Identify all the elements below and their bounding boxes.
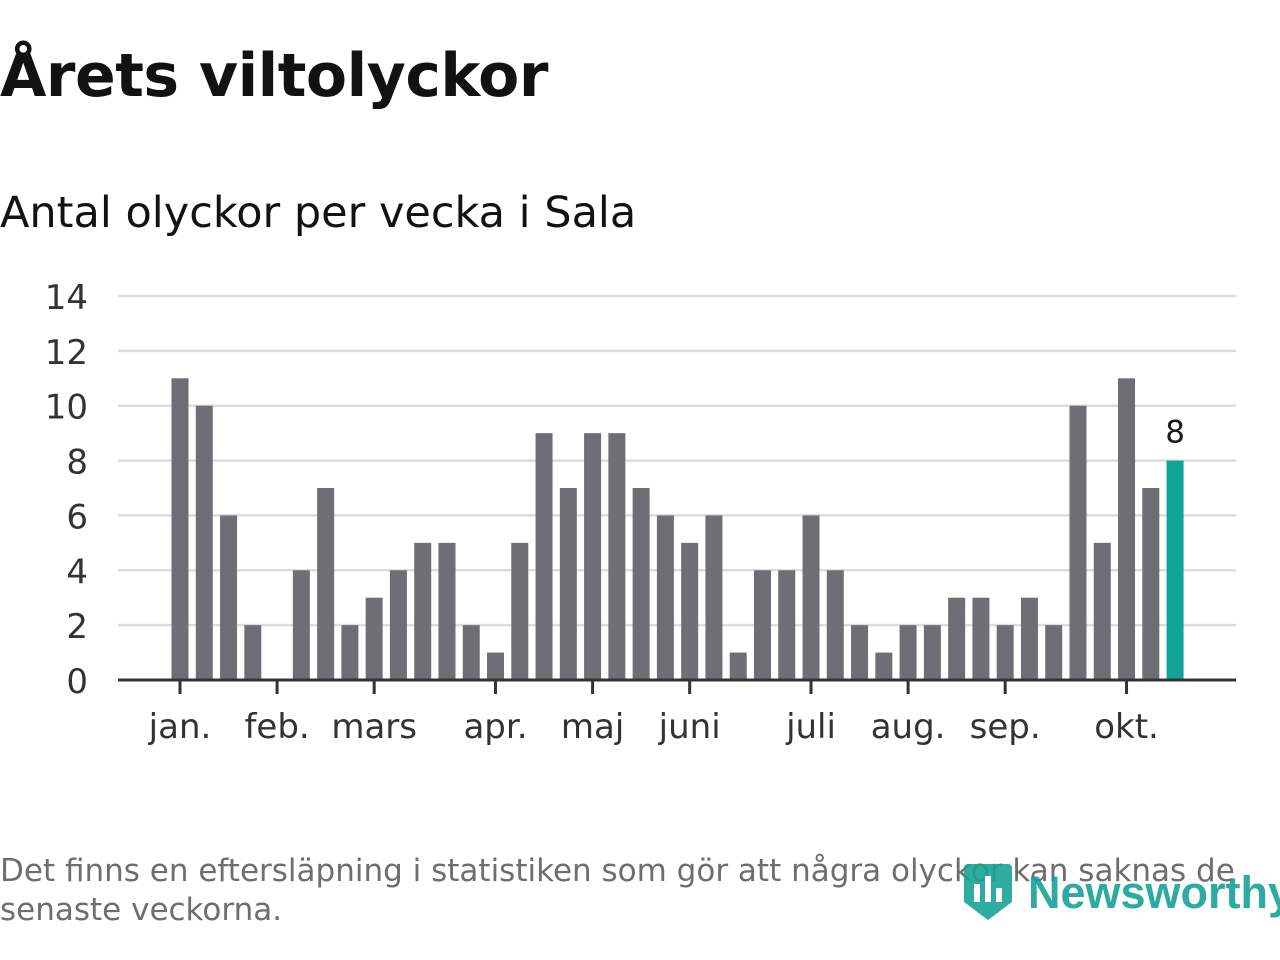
bar xyxy=(487,652,505,680)
brand-logo: Newsworthy xyxy=(962,858,1280,928)
bar xyxy=(1020,597,1038,680)
bar xyxy=(826,570,844,680)
bar xyxy=(899,625,917,680)
bar-chart-badge-icon xyxy=(962,858,1014,928)
bar xyxy=(875,652,893,680)
bar xyxy=(996,625,1014,680)
bar xyxy=(729,652,747,680)
x-tick-label: apr. xyxy=(463,707,527,747)
data-labels: 8 xyxy=(1165,415,1185,451)
chart-subtitle: Antal olyckor per vecka i Sala xyxy=(0,188,637,238)
y-tick-label: 10 xyxy=(45,388,88,428)
bar xyxy=(511,542,529,680)
chart-title: Årets viltolyckor xyxy=(0,41,549,111)
bar-chart: 0 2 4 6 8 10 12 14 jan. feb. mars apr. maj juni juli a… xyxy=(45,278,1236,747)
bar xyxy=(584,433,602,680)
bars xyxy=(118,378,1236,682)
bar xyxy=(171,378,189,680)
x-tick-label: maj xyxy=(561,707,624,747)
bar xyxy=(753,570,771,680)
bar xyxy=(438,542,456,680)
bar xyxy=(1093,542,1111,680)
bar xyxy=(1069,405,1087,680)
y-tick-label: 8 xyxy=(66,443,88,483)
bar xyxy=(317,488,335,680)
bar xyxy=(389,570,407,680)
bar xyxy=(414,542,432,680)
bar xyxy=(341,625,359,680)
bar xyxy=(365,597,383,680)
x-tick-label: jan. xyxy=(148,707,212,747)
y-tick-label: 0 xyxy=(66,662,88,702)
bar xyxy=(220,515,238,680)
bar xyxy=(778,570,796,680)
bar xyxy=(195,405,213,680)
x-tick-label: feb. xyxy=(244,707,309,747)
bar xyxy=(851,625,869,680)
bar xyxy=(244,625,262,680)
x-tick-label: okt. xyxy=(1094,707,1159,747)
y-tick-label: 12 xyxy=(45,333,88,373)
x-tick-label: aug. xyxy=(871,707,946,747)
x-tick-label: juni xyxy=(658,707,721,747)
bar xyxy=(802,515,820,680)
bar xyxy=(923,625,941,680)
bar xyxy=(462,625,480,680)
bar xyxy=(559,488,577,680)
bar xyxy=(656,515,674,680)
x-tick-label: juli xyxy=(785,707,836,747)
bar xyxy=(632,488,650,680)
y-tick-label: 4 xyxy=(66,552,88,592)
footnote: Det finns en eftersläpning i statistiken… xyxy=(0,853,1235,928)
x-tick-label: sep. xyxy=(970,707,1041,747)
y-axis-ticks: 0 2 4 6 8 10 12 14 xyxy=(45,278,88,702)
bar xyxy=(1142,488,1160,680)
bar xyxy=(1045,625,1063,680)
y-tick-label: 2 xyxy=(66,607,88,647)
bar xyxy=(972,597,990,680)
bar xyxy=(705,515,723,680)
bar xyxy=(1118,378,1136,680)
bar-highlight xyxy=(1166,460,1184,680)
bar xyxy=(681,542,699,680)
grid-lines xyxy=(118,294,1236,627)
y-tick-label: 14 xyxy=(45,278,88,318)
bar xyxy=(608,433,626,680)
data-label-latest: 8 xyxy=(1165,415,1185,451)
x-tick-label: mars xyxy=(331,707,417,747)
bar xyxy=(292,570,310,680)
bar xyxy=(948,597,966,680)
brand-name: Newsworthy xyxy=(1028,867,1280,918)
y-tick-label: 6 xyxy=(66,497,88,537)
bar xyxy=(535,433,553,680)
x-axis-ticks: jan. feb. mars apr. maj juni juli aug. sep. okt. xyxy=(148,680,1159,747)
